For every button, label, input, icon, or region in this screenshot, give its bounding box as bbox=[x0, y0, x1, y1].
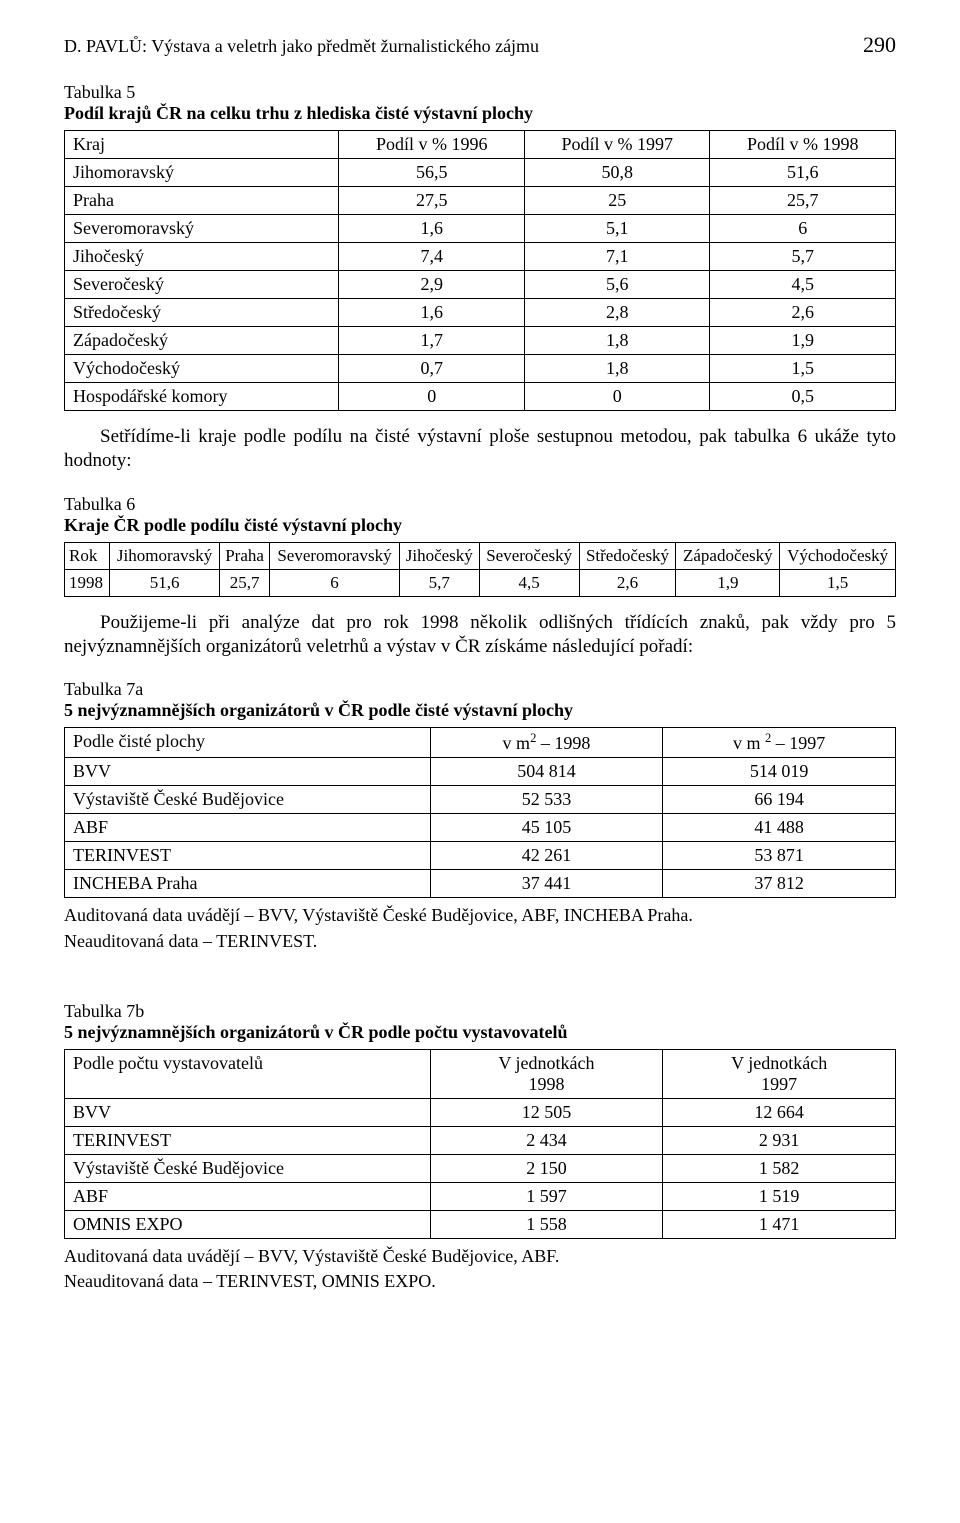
table-row: Severočeský2,95,64,5 bbox=[65, 271, 896, 299]
table-row: Východočeský0,71,81,5 bbox=[65, 355, 896, 383]
table-row: Středočeský1,62,82,6 bbox=[65, 299, 896, 327]
table-header-row: Kraj Podíl v % 1996 Podíl v % 1997 Podíl… bbox=[65, 131, 896, 159]
table-row: Západočeský1,71,81,9 bbox=[65, 327, 896, 355]
col-header: Podíl v % 1997 bbox=[524, 131, 710, 159]
col-header: Podle čisté plochy bbox=[65, 728, 431, 758]
table7b-footnote2: Neauditovaná data – TERINVEST, OMNIS EXP… bbox=[64, 1270, 896, 1293]
table-row: ABF1 5971 519 bbox=[65, 1183, 896, 1211]
col-header: v m2 – 1998 bbox=[430, 728, 663, 758]
table7a-label: Tabulka 7a bbox=[64, 679, 896, 700]
page: D. PAVLŮ: Výstava a veletrh jako předmět… bbox=[0, 0, 960, 1342]
table-row: Výstaviště České Budějovice52 53366 194 bbox=[65, 786, 896, 814]
col-header: Podíl v % 1996 bbox=[339, 131, 525, 159]
col-header: Jihomoravský bbox=[110, 542, 220, 569]
table7b: Podle počtu vystavovatelů V jednotkách19… bbox=[64, 1049, 896, 1239]
table-row: Hospodářské komory000,5 bbox=[65, 383, 896, 411]
table7b-title: 5 nejvýznamnějších organizátorů v ČR pod… bbox=[64, 1022, 896, 1043]
table-row: 1998 51,6 25,7 6 5,7 4,5 2,6 1,9 1,5 bbox=[65, 569, 896, 596]
table7a: Podle čisté plochy v m2 – 1998 v m 2 – 1… bbox=[64, 727, 896, 898]
col-header: Středočeský bbox=[579, 542, 676, 569]
table6-title: Kraje ČR podle podílu čisté výstavní plo… bbox=[64, 515, 896, 536]
table7b-footnote1: Auditovaná data uvádějí – BVV, Výstavišt… bbox=[64, 1245, 896, 1268]
col-header: V jednotkách1997 bbox=[663, 1050, 896, 1099]
table-row: BVV12 50512 664 bbox=[65, 1099, 896, 1127]
table-row: Jihomoravský56,550,851,6 bbox=[65, 159, 896, 187]
paragraph-2: Použijeme-li při analýze dat pro rok 199… bbox=[64, 611, 896, 660]
table-row: OMNIS EXPO1 5581 471 bbox=[65, 1211, 896, 1239]
table7a-footnote2: Neauditovaná data – TERINVEST. bbox=[64, 930, 896, 953]
table5: Kraj Podíl v % 1996 Podíl v % 1997 Podíl… bbox=[64, 130, 896, 411]
page-number: 290 bbox=[863, 32, 896, 58]
table6: Rok Jihomoravský Praha Severomoravský Ji… bbox=[64, 542, 896, 597]
table-row: Výstaviště České Budějovice2 1501 582 bbox=[65, 1155, 896, 1183]
col-header: Severomoravský bbox=[270, 542, 400, 569]
table5-title: Podíl krajů ČR na celku trhu z hlediska … bbox=[64, 103, 896, 124]
table-row: Severomoravský1,65,16 bbox=[65, 215, 896, 243]
paragraph-1: Setřídíme-li kraje podle podílu na čisté… bbox=[64, 425, 896, 474]
col-header: Západočeský bbox=[676, 542, 780, 569]
table-row: TERINVEST2 4342 931 bbox=[65, 1127, 896, 1155]
col-header: v m 2 – 1997 bbox=[663, 728, 896, 758]
table-header-row: Podle počtu vystavovatelů V jednotkách19… bbox=[65, 1050, 896, 1099]
col-header: Jihočeský bbox=[399, 542, 479, 569]
col-header: Východočeský bbox=[780, 542, 896, 569]
running-header: D. PAVLŮ: Výstava a veletrh jako předmět… bbox=[64, 32, 896, 58]
running-title: D. PAVLŮ: Výstava a veletrh jako předmět… bbox=[64, 36, 847, 57]
table-header-row: Podle čisté plochy v m2 – 1998 v m 2 – 1… bbox=[65, 728, 896, 758]
table6-label: Tabulka 6 bbox=[64, 494, 896, 515]
table-row: INCHEBA Praha37 44137 812 bbox=[65, 870, 896, 898]
col-header: Podle počtu vystavovatelů bbox=[65, 1050, 431, 1099]
table7b-label: Tabulka 7b bbox=[64, 1001, 896, 1022]
table-row: ABF45 10541 488 bbox=[65, 814, 896, 842]
table-row: Jihočeský7,47,15,7 bbox=[65, 243, 896, 271]
spacer bbox=[64, 953, 896, 981]
col-header: Podíl v % 1998 bbox=[710, 131, 896, 159]
table-row: TERINVEST42 26153 871 bbox=[65, 842, 896, 870]
table5-label: Tabulka 5 bbox=[64, 82, 896, 103]
col-header: Kraj bbox=[65, 131, 339, 159]
col-header: Severočeský bbox=[479, 542, 579, 569]
col-header: Praha bbox=[220, 542, 270, 569]
table7a-footnote1: Auditovaná data uvádějí – BVV, Výstavišt… bbox=[64, 904, 896, 927]
table-row: BVV504 814514 019 bbox=[65, 758, 896, 786]
table7a-title: 5 nejvýznamnějších organizátorů v ČR pod… bbox=[64, 700, 896, 721]
table-row: Praha27,52525,7 bbox=[65, 187, 896, 215]
table-header-row: Rok Jihomoravský Praha Severomoravský Ji… bbox=[65, 542, 896, 569]
col-header: V jednotkách1998 bbox=[430, 1050, 663, 1099]
col-header: Rok bbox=[65, 542, 110, 569]
